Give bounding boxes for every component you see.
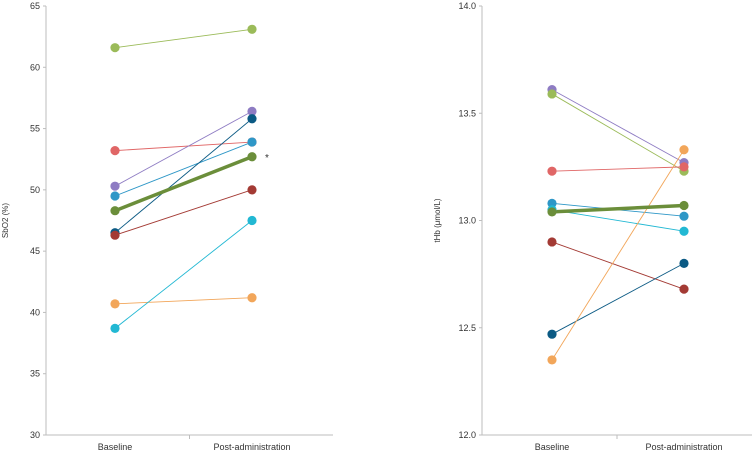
data-point bbox=[547, 198, 557, 208]
data-point bbox=[247, 114, 257, 124]
series-line bbox=[114, 118, 253, 234]
y-tick-label: 55 bbox=[30, 124, 40, 134]
mean-data-point bbox=[547, 207, 557, 217]
series-line bbox=[114, 141, 253, 197]
data-point bbox=[110, 146, 120, 156]
y-tick-label: 12.0 bbox=[458, 430, 476, 440]
y-tick-label: 50 bbox=[30, 185, 40, 195]
data-point bbox=[679, 145, 689, 155]
series-line bbox=[551, 93, 685, 172]
data-point bbox=[247, 24, 257, 34]
x-tick-label: Post-administration bbox=[213, 442, 290, 452]
data-point bbox=[679, 226, 689, 236]
significance-marker: * bbox=[265, 153, 269, 164]
x-tick-label: Baseline bbox=[98, 442, 133, 452]
data-point bbox=[247, 137, 257, 147]
data-point bbox=[547, 355, 557, 365]
y-tick-label: 14.0 bbox=[458, 1, 476, 11]
data-point bbox=[547, 329, 557, 339]
series-line bbox=[114, 220, 253, 329]
series-line bbox=[114, 189, 253, 236]
data-point bbox=[110, 43, 120, 53]
y-tick-label: 65 bbox=[30, 1, 40, 11]
series-line bbox=[551, 241, 685, 290]
series-line bbox=[551, 89, 685, 163]
series-line bbox=[551, 263, 685, 335]
y-tick-label: 13.5 bbox=[458, 108, 476, 118]
y-tick-label: 12.5 bbox=[458, 323, 476, 333]
series-line bbox=[551, 166, 685, 172]
mean-data-point bbox=[679, 200, 689, 211]
mean-data-point bbox=[247, 152, 257, 162]
y-tick-label: 30 bbox=[30, 430, 40, 440]
data-point bbox=[110, 191, 120, 201]
chart-1: 30 35 40 45 50 55 60 65 Baseline Post-administrat… bbox=[1, 1, 333, 452]
data-point bbox=[247, 185, 257, 195]
y-axis-label: tHb (μmol/L) bbox=[433, 198, 442, 243]
mean-data-point bbox=[110, 206, 120, 216]
data-point bbox=[679, 162, 689, 172]
y-tick-label: 40 bbox=[30, 307, 40, 317]
data-point bbox=[547, 237, 557, 247]
data-point bbox=[679, 284, 689, 294]
series-line bbox=[114, 28, 253, 49]
y-axis-label: SbO2 (%) bbox=[1, 203, 10, 238]
chart-2: 12.0 12.5 13.0 13.5 14.0 Baseline Post-adminis… bbox=[433, 1, 752, 452]
x-tick-label: Baseline bbox=[535, 442, 570, 452]
x-tick-label: Post-administration bbox=[645, 442, 722, 452]
data-point bbox=[110, 323, 120, 333]
y-tick-label: 35 bbox=[30, 369, 40, 379]
data-point bbox=[247, 293, 257, 303]
series-line bbox=[114, 141, 253, 152]
data-point bbox=[679, 211, 689, 221]
data-point bbox=[679, 258, 689, 268]
data-point bbox=[247, 215, 257, 226]
mean-series-line bbox=[551, 203, 685, 214]
series-line bbox=[551, 209, 685, 232]
data-point bbox=[110, 181, 120, 191]
y-tick-label: 45 bbox=[30, 246, 40, 256]
data-point bbox=[110, 230, 120, 240]
series-line bbox=[114, 297, 253, 305]
data-point bbox=[547, 89, 557, 99]
data-point bbox=[247, 106, 257, 117]
y-tick-label: 13.0 bbox=[458, 216, 476, 226]
data-point bbox=[547, 166, 557, 176]
data-point bbox=[110, 299, 120, 309]
y-tick-label: 60 bbox=[30, 62, 40, 72]
mean-series-line bbox=[114, 155, 253, 213]
series-line bbox=[114, 111, 253, 187]
series-line bbox=[551, 149, 685, 361]
